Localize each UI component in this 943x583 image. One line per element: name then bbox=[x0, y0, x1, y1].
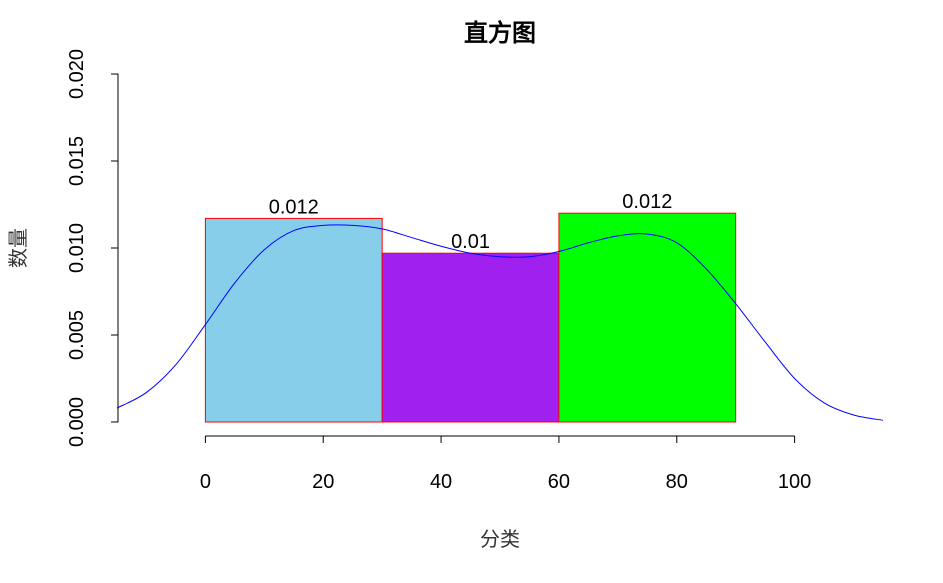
x-tick-label: 40 bbox=[430, 471, 452, 493]
x-tick-label: 80 bbox=[666, 471, 688, 493]
bar-value-label-2: 0.01 bbox=[451, 231, 490, 253]
density-curve bbox=[116, 224, 884, 421]
chart-title: 直方图 bbox=[464, 18, 536, 47]
x-axis: 0 20 40 60 80 100 bbox=[200, 435, 811, 493]
x-tick-label: 100 bbox=[778, 471, 811, 493]
x-tick-label: 0 bbox=[200, 471, 211, 493]
y-tick-label: 0.015 bbox=[66, 136, 88, 186]
y-tick-label: 0.005 bbox=[66, 310, 88, 360]
bar-value-label-3: 0.012 bbox=[622, 191, 672, 213]
x-tick-label: 20 bbox=[312, 471, 334, 493]
x-tick-label: 60 bbox=[548, 471, 570, 493]
y-tick-label: 0.010 bbox=[66, 223, 88, 273]
histogram-bar-2 bbox=[381, 252, 560, 423]
x-axis-title: 分类 bbox=[480, 527, 520, 551]
histogram-bar-3 bbox=[558, 212, 737, 423]
y-axis-title: 数量 bbox=[6, 228, 30, 268]
y-tick-label: 0.000 bbox=[66, 397, 88, 447]
histogram-bar-1 bbox=[204, 217, 383, 423]
y-axis: 0.000 0.005 0.010 0.015 0.020 bbox=[66, 49, 119, 447]
bar-value-label-1: 0.012 bbox=[269, 196, 319, 218]
y-tick-label: 0.020 bbox=[66, 49, 88, 99]
